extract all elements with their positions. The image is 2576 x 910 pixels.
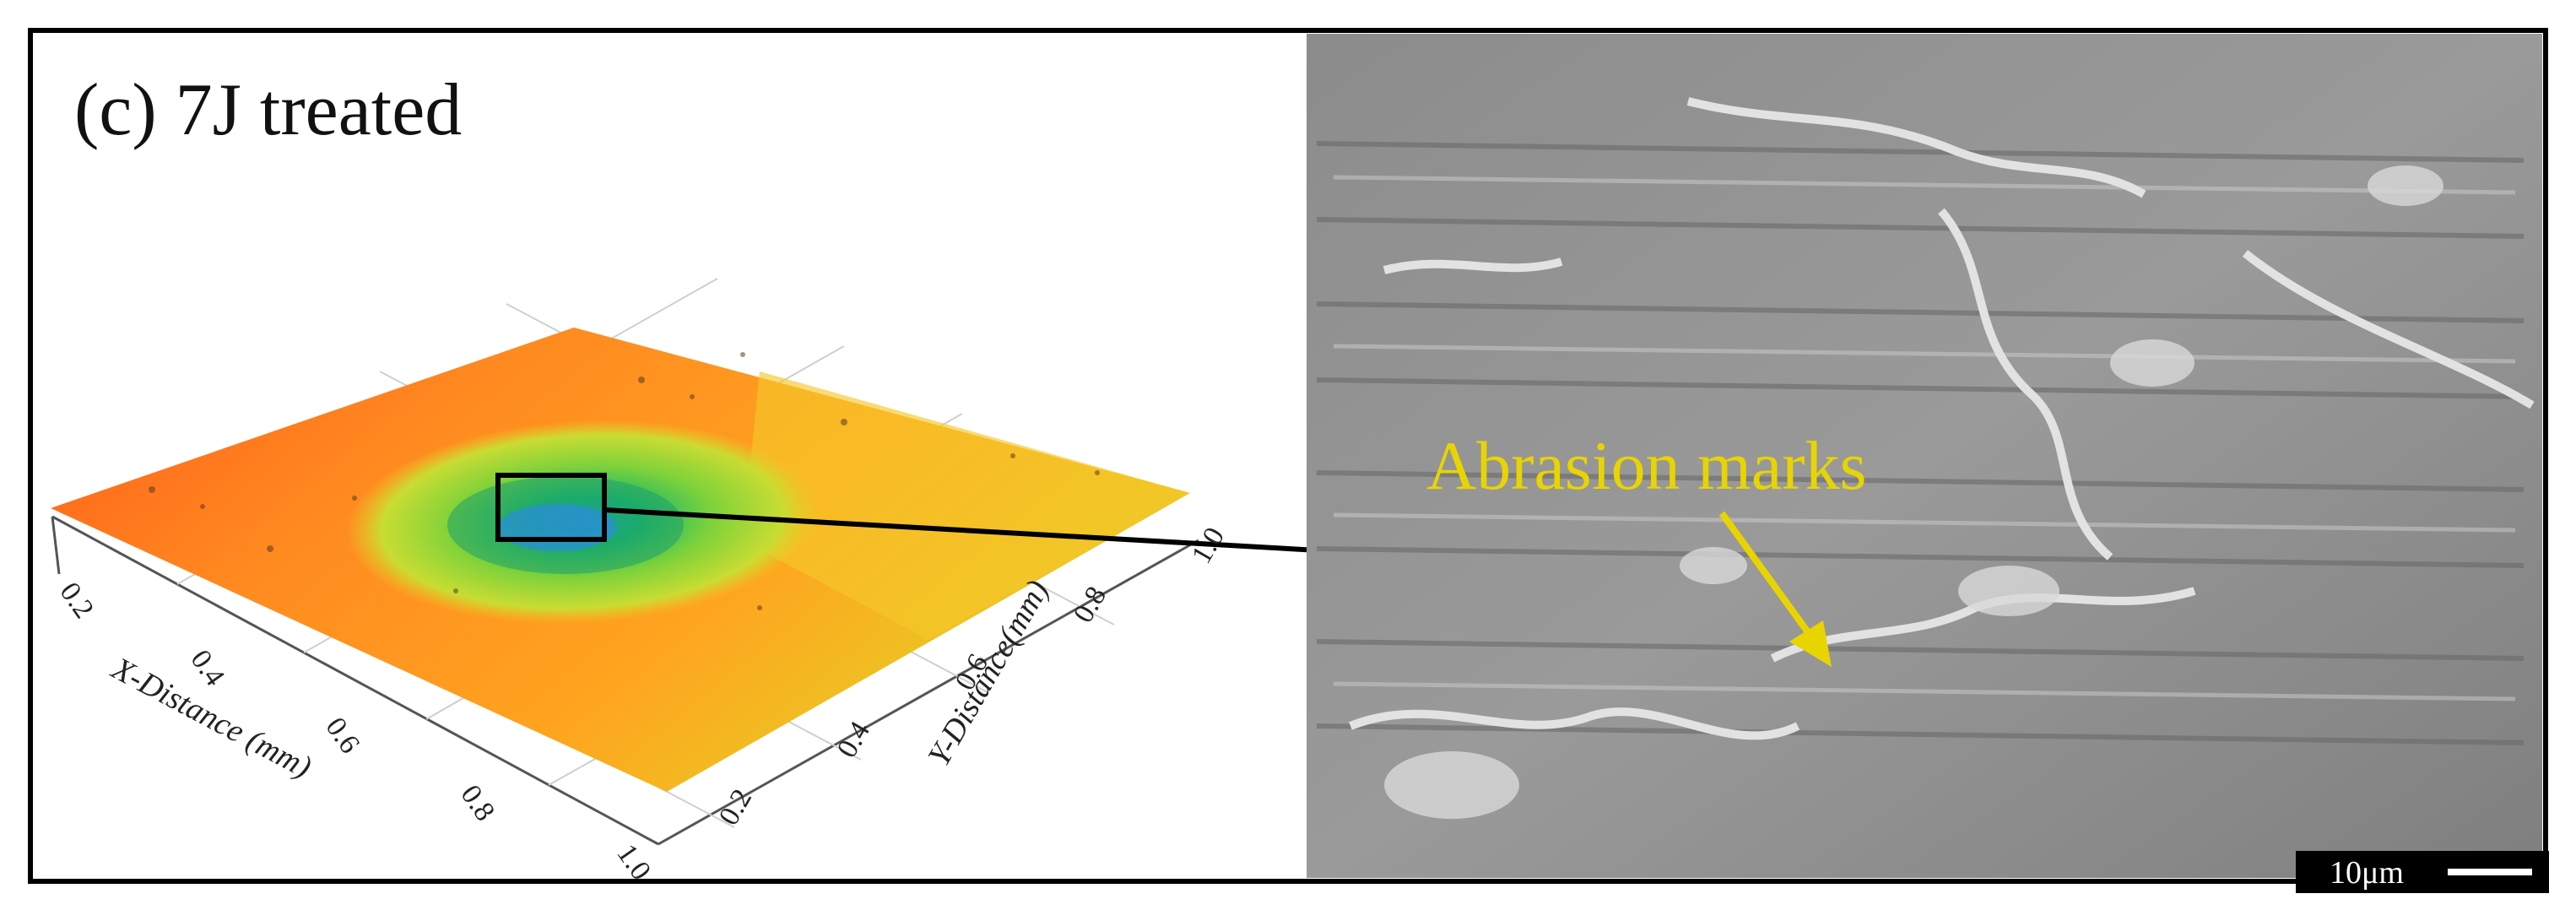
surface-highlight: [743, 371, 1190, 640]
indent-center: [498, 504, 616, 551]
selection-box: [495, 473, 607, 542]
sem-background: [1307, 34, 2542, 878]
axis-frame: [51, 515, 1199, 846]
sem-debris-blobs: [1384, 165, 2443, 819]
sem-ridges: [1333, 175, 2516, 701]
surface-debris: [149, 352, 1100, 610]
y-axis-line: [658, 539, 1199, 846]
scale-bar: 10μm: [2296, 851, 2549, 893]
scale-bar-line: [2448, 869, 2532, 875]
x-axis-line: [51, 515, 659, 846]
z-edge-line: [51, 516, 61, 575]
scale-bar-label: 10μm: [2330, 855, 2404, 891]
panel-title: (c) 7J treated: [74, 69, 463, 151]
annotation-arrow: [1718, 511, 1832, 667]
sem-image: [1307, 34, 2542, 878]
sem-grooves: [1316, 141, 2525, 745]
annotation-label: Abrasion marks: [1426, 427, 1867, 504]
